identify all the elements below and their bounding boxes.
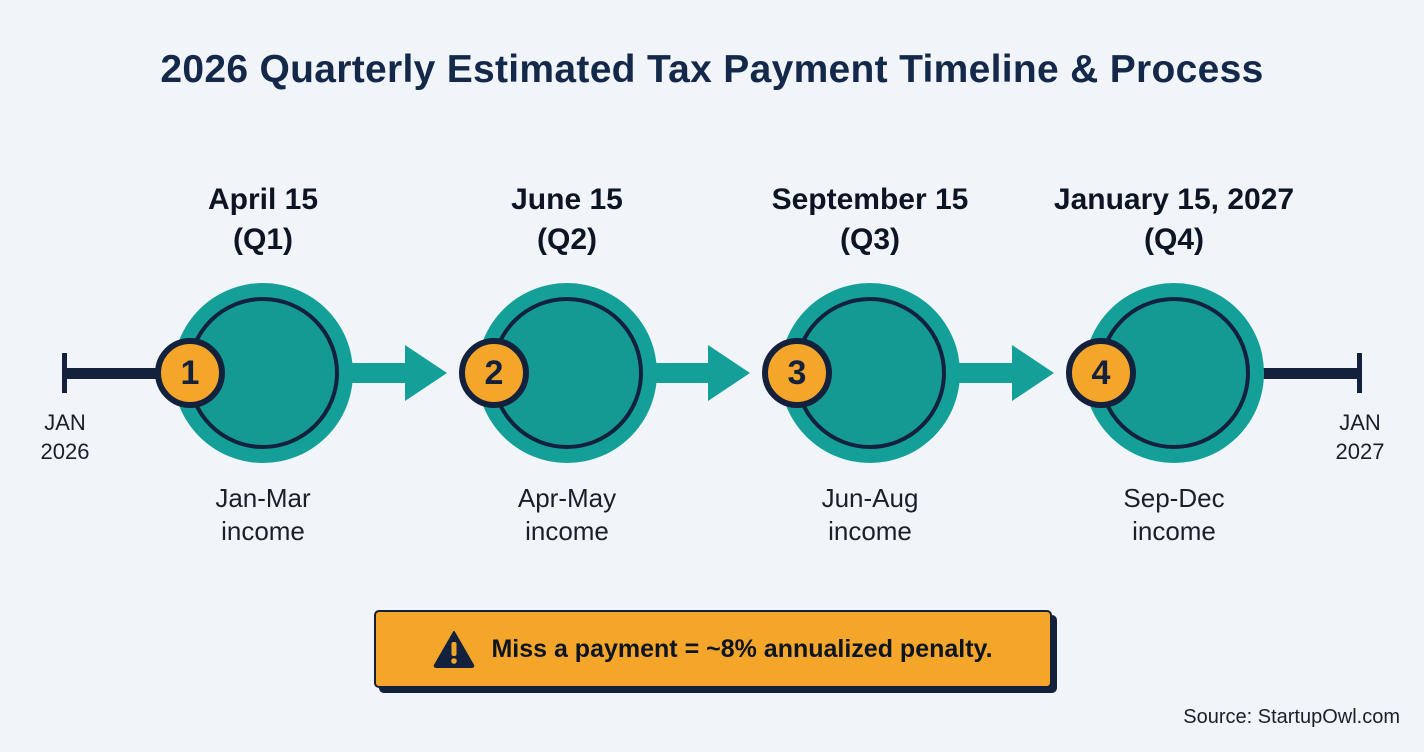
page-title: 2026 Quarterly Estimated Tax Payment Tim…	[160, 48, 1264, 91]
source-credit: Source: StartupOwl.com	[1183, 706, 1400, 728]
warning-triangle-icon	[434, 631, 475, 668]
penalty-warning-banner: Miss a payment = ~8% annualized penalty.	[374, 610, 1052, 688]
stage-income-period: Jan-Mar income	[103, 482, 423, 548]
stage-number-badge: 2	[459, 338, 529, 408]
start-month: JAN	[44, 410, 86, 435]
connector-arrow-head	[405, 345, 447, 401]
stage-income-period: Apr-May income	[407, 482, 727, 548]
timeline-start-tick	[62, 353, 67, 393]
timeline-end-tick	[1357, 353, 1362, 393]
end-year: 2027	[1335, 439, 1385, 464]
income-period: Jun-Aug	[821, 483, 919, 513]
deadline-quarter: (Q3)	[840, 223, 900, 256]
stage-number-badge: 4	[1066, 338, 1136, 408]
income-label: income	[828, 516, 912, 546]
timeline-end-label: JAN 2027	[1320, 408, 1400, 466]
warning-text: Miss a payment = ~8% annualized penalty.	[491, 634, 993, 663]
deadline-date: April 15	[207, 183, 319, 216]
deadline-quarter: (Q1)	[233, 223, 293, 256]
income-period: Sep-Dec	[1123, 483, 1225, 513]
stage-deadline: September 15 (Q3)	[710, 180, 1030, 260]
connector-arrow-shaft	[351, 363, 407, 383]
stage-deadline: January 15, 2027 (Q4)	[1014, 180, 1334, 260]
income-label: income	[525, 516, 609, 546]
timeline-end-line	[1262, 368, 1360, 379]
income-period: Jan-Mar	[215, 483, 311, 513]
income-period: Apr-May	[517, 483, 617, 513]
deadline-date: January 15, 2027	[1053, 183, 1295, 216]
start-year: 2026	[40, 439, 90, 464]
stage-deadline: June 15 (Q2)	[407, 180, 727, 260]
stage-deadline: April 15 (Q1)	[103, 180, 423, 260]
stage-income-period: Jun-Aug income	[710, 482, 1030, 548]
stage-income-period: Sep-Dec income	[1014, 482, 1334, 548]
income-label: income	[221, 516, 305, 546]
timeline-start-label: JAN 2026	[25, 408, 105, 466]
stage-number-badge: 3	[762, 338, 832, 408]
connector-arrow-head	[708, 345, 750, 401]
stage-number-badge: 1	[155, 338, 225, 408]
connector-arrow-head	[1012, 345, 1054, 401]
connector-arrow-shaft	[655, 363, 710, 383]
deadline-quarter: (Q4)	[1144, 223, 1204, 256]
connector-arrow-shaft	[958, 363, 1014, 383]
deadline-date: September 15	[771, 183, 969, 216]
end-month: JAN	[1339, 410, 1381, 435]
deadline-date: June 15	[511, 183, 623, 216]
timeline-start-line	[64, 368, 164, 379]
income-label: income	[1132, 516, 1216, 546]
deadline-quarter: (Q2)	[537, 223, 597, 256]
